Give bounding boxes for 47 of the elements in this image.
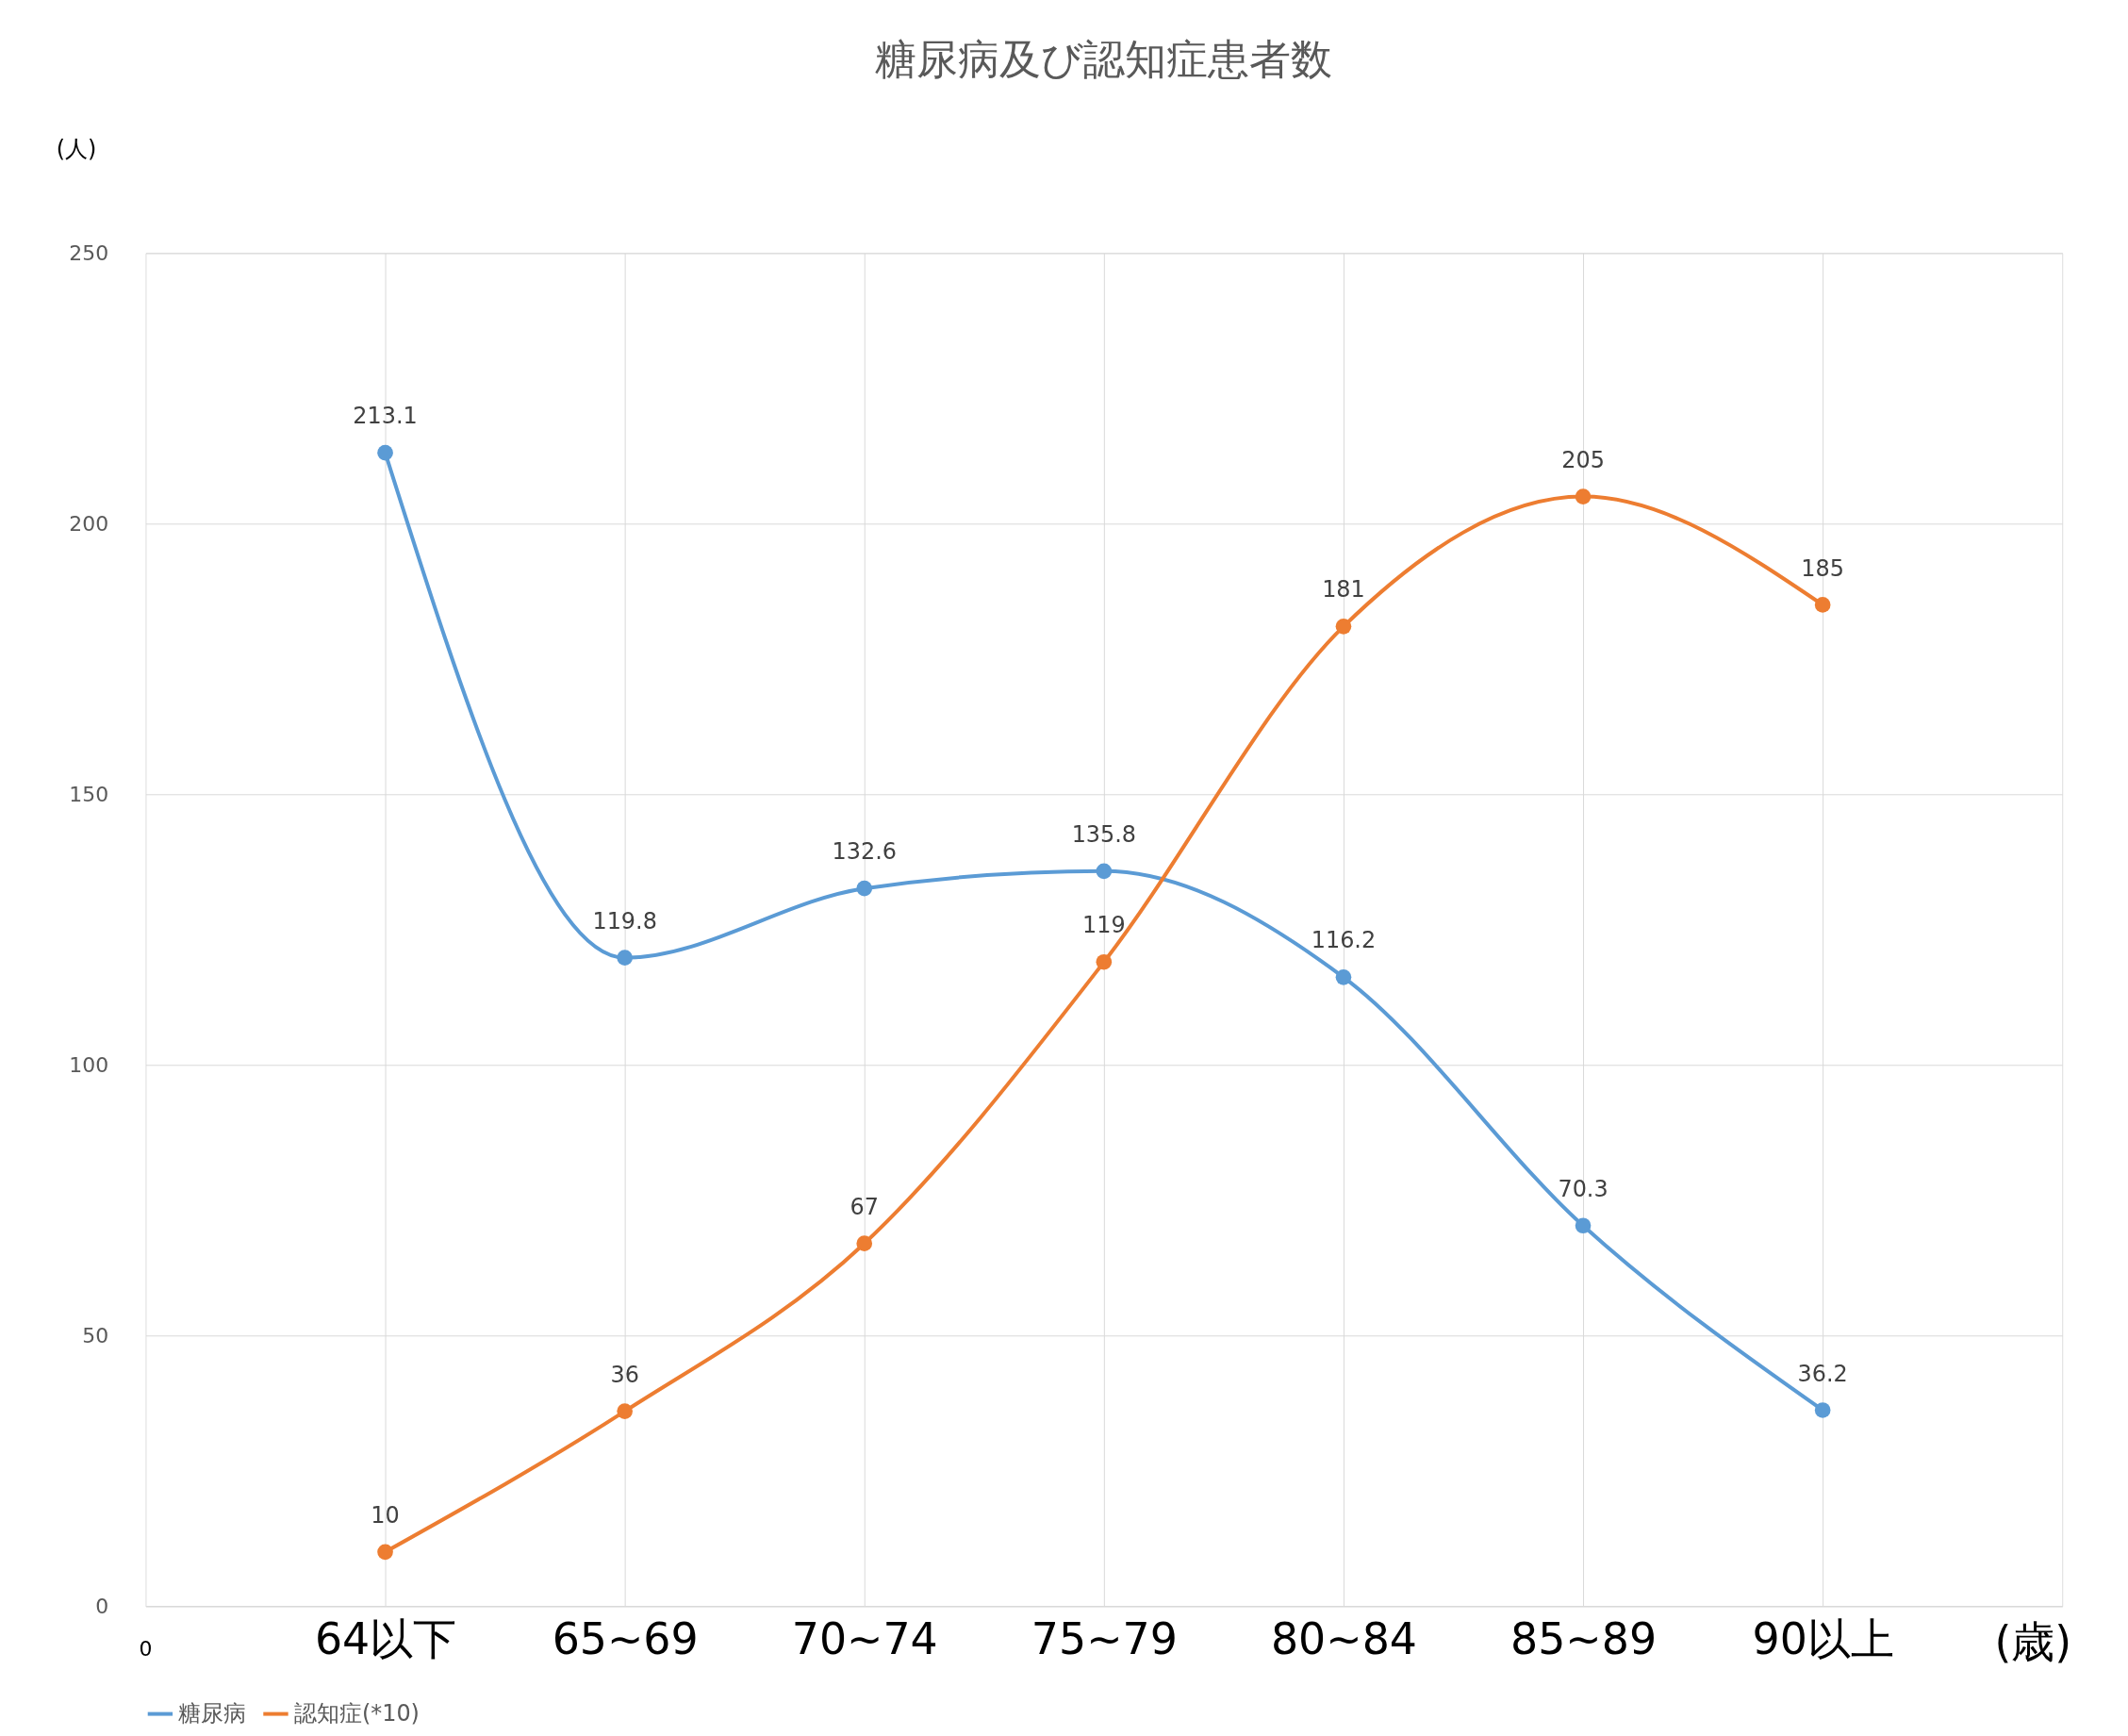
text: 0 xyxy=(139,1637,153,1662)
y-tick-label: 150 xyxy=(69,782,109,806)
x-tick-label: 64以下 xyxy=(314,1612,457,1664)
point xyxy=(377,444,393,461)
y-tick-label: 50 xyxy=(82,1323,109,1347)
point xyxy=(377,1544,393,1561)
point xyxy=(1814,1402,1831,1418)
y-tick-label: 250 xyxy=(69,240,109,265)
data-label: 213.1 xyxy=(353,403,418,430)
point xyxy=(1575,1217,1592,1234)
point xyxy=(1096,863,1113,880)
point xyxy=(617,950,633,966)
data-label: 132.6 xyxy=(832,838,897,866)
point xyxy=(856,880,873,897)
y-tick-label: 100 xyxy=(69,1052,109,1077)
x-tick-label: 80~84 xyxy=(1270,1612,1417,1664)
point xyxy=(1335,968,1352,985)
data-label: 119 xyxy=(1082,912,1126,939)
data-label: 70.3 xyxy=(1558,1175,1608,1202)
point xyxy=(1335,619,1352,635)
data-label: 135.8 xyxy=(1071,820,1137,848)
x-tick-label: 75~79 xyxy=(1031,1612,1178,1664)
data-label: 181 xyxy=(1322,576,1365,603)
y-tick-label: 0 xyxy=(95,1594,109,1618)
data-label: 205 xyxy=(1561,446,1605,473)
data-label: 119.8 xyxy=(592,907,657,934)
chart-title: 糖尿病及び認知症患者数 xyxy=(875,35,1333,84)
data-label: 36 xyxy=(610,1361,639,1388)
y-axis-title: (人) xyxy=(56,135,97,162)
x-tick-label: 70~74 xyxy=(791,1612,938,1664)
data-label: 185 xyxy=(1801,554,1844,582)
point xyxy=(1814,597,1831,613)
x-tick-label: 90以上 xyxy=(1752,1612,1894,1664)
point xyxy=(1575,488,1592,504)
x-tick-label: 85~89 xyxy=(1510,1612,1658,1664)
data-label: 36.2 xyxy=(1797,1360,1848,1387)
legend-label: 認知症(*10) xyxy=(293,1699,420,1727)
legend-label: 糖尿病 xyxy=(178,1699,247,1727)
data-label: 116.2 xyxy=(1311,927,1377,954)
text: (歳) xyxy=(1994,1616,2072,1668)
data-label: 10 xyxy=(371,1501,400,1529)
x-tick-label: 65~69 xyxy=(552,1612,699,1664)
y-tick-label: 200 xyxy=(69,511,109,536)
point xyxy=(856,1235,873,1252)
point xyxy=(1096,953,1113,970)
point xyxy=(617,1403,633,1419)
data-label: 67 xyxy=(850,1193,879,1220)
